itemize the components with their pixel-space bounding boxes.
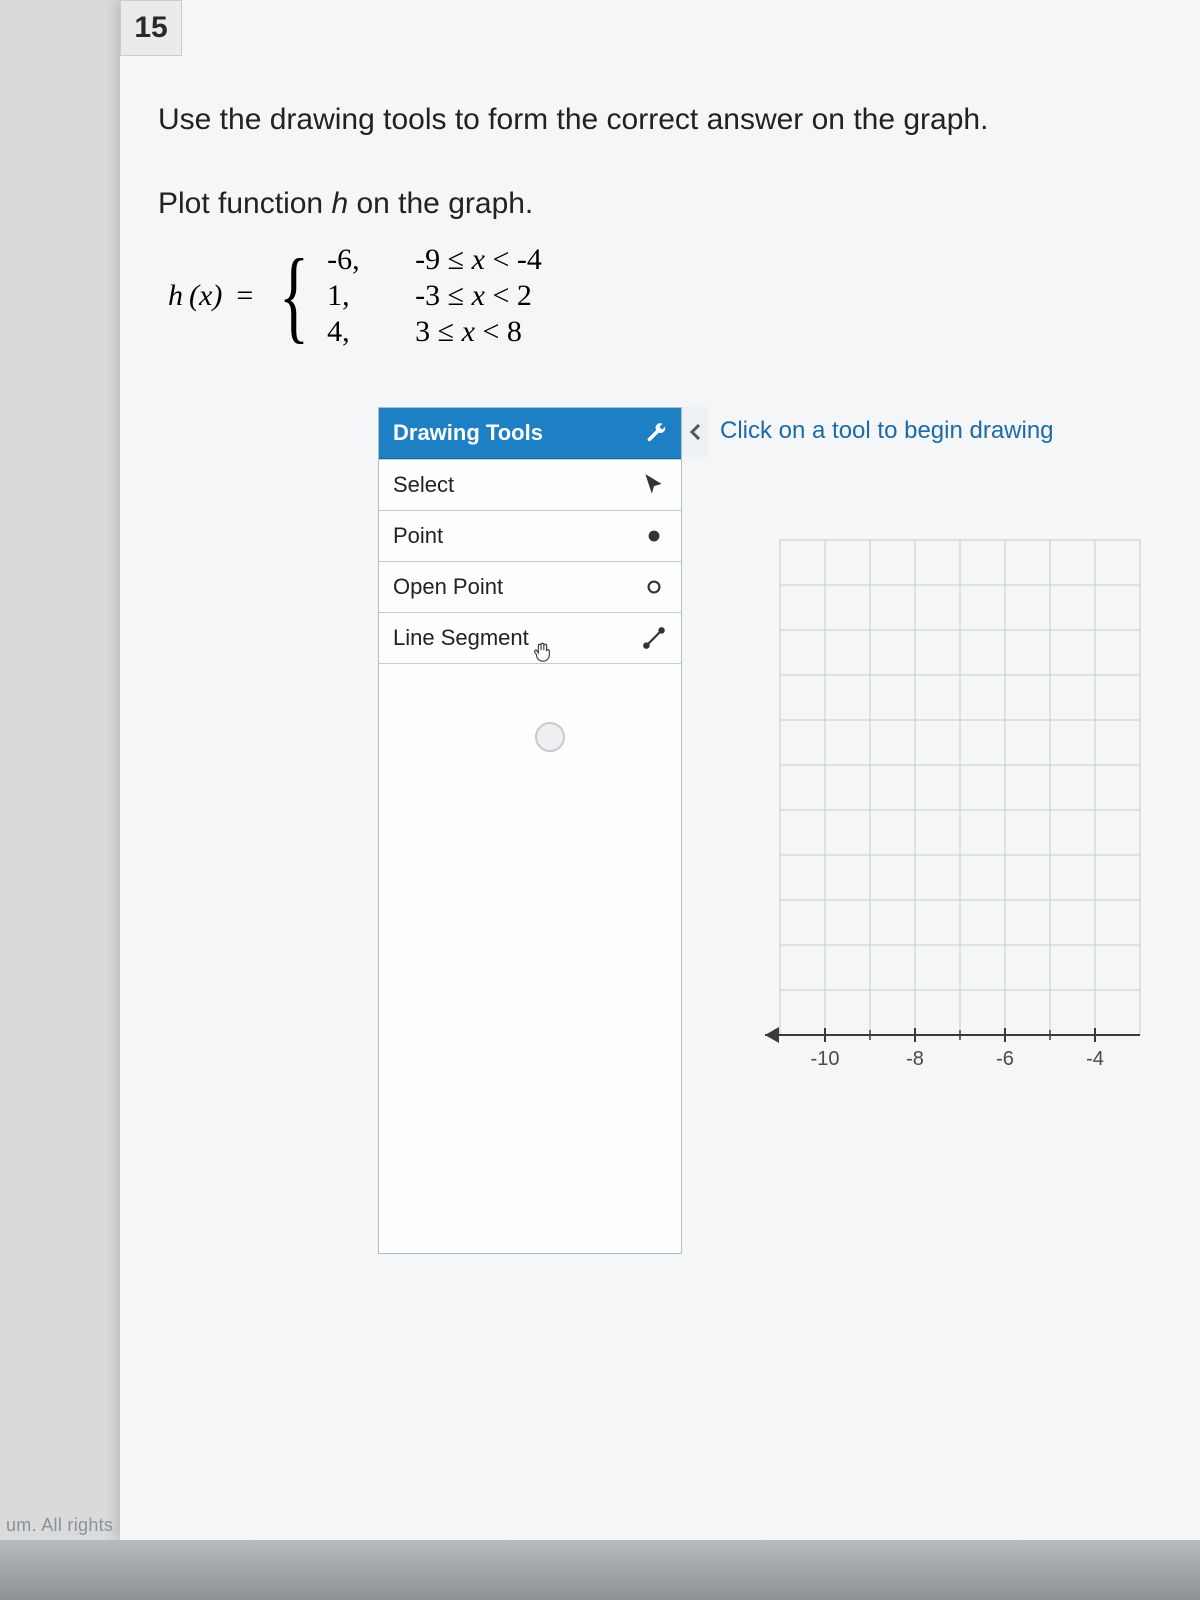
tool-line-segment[interactable]: Line Segment	[379, 612, 681, 663]
tools-empty-area	[379, 663, 681, 1253]
case-value: -6,	[327, 243, 371, 277]
case-row: 1, -3 ≤ x < 2	[327, 279, 542, 313]
drawing-tools-panel: Drawing Tools Select Point	[378, 407, 682, 1254]
drawing-tools-title: Drawing Tools	[393, 420, 543, 446]
point-icon	[641, 523, 667, 549]
case-condition: -3 ≤ x < 2	[415, 279, 532, 313]
svg-text:-8: -8	[906, 1048, 924, 1070]
tool-hint: Click on a tool to begin drawing	[720, 417, 1200, 445]
drawing-tools-header: Drawing Tools	[379, 408, 681, 459]
sub-instruction: Plot function h on the graph.	[158, 187, 1200, 221]
wrench-icon[interactable]	[645, 422, 667, 444]
case-row: -6, -9 ≤ x < -4	[327, 243, 542, 277]
collapse-panel-button[interactable]	[682, 407, 708, 457]
hand-cursor-icon	[531, 641, 553, 663]
ghost-radio-icon	[535, 722, 565, 752]
question-content: Use the drawing tools to form the correc…	[158, 100, 1200, 1254]
tool-label: Line Segment	[393, 625, 529, 651]
function-name: h	[331, 187, 348, 220]
tool-label: Open Point	[393, 574, 503, 600]
question-number: 15	[134, 11, 167, 45]
case-condition: -9 ≤ x < -4	[415, 243, 542, 277]
footer-copyright: um. All rights	[6, 1515, 113, 1536]
svg-text:-4: -4	[1086, 1048, 1104, 1070]
case-value: 4,	[327, 315, 371, 349]
case-condition: 3 ≤ x < 8	[415, 315, 522, 349]
svg-text:-6: -6	[996, 1048, 1014, 1070]
cursor-icon	[641, 472, 667, 498]
tool-open-point[interactable]: Open Point	[379, 561, 681, 612]
case-value: 1,	[327, 279, 371, 313]
graph-area: Click on a tool to begin drawing -10 -8 -6…	[720, 407, 1200, 1115]
tool-label: Point	[393, 523, 443, 549]
footer-strip	[0, 1540, 1200, 1600]
question-page: 15 Use the drawing tools to form the cor…	[120, 0, 1200, 1540]
case-row: 4, 3 ≤ x < 8	[327, 315, 542, 349]
tool-label: Select	[393, 472, 454, 498]
piecewise-arg: x	[199, 279, 212, 312]
open-point-icon	[641, 574, 667, 600]
piecewise-definition: h (x) = { -6, -9 ≤ x < -4 1,	[168, 243, 1200, 349]
tool-point[interactable]: Point	[379, 510, 681, 561]
equals-sign: =	[236, 279, 253, 313]
tools-and-graph-row: Drawing Tools Select Point	[378, 407, 1200, 1254]
tool-select[interactable]: Select	[379, 459, 681, 510]
sub-instruction-prefix: Plot function	[158, 187, 331, 220]
piecewise-lhs: h (x)	[168, 279, 222, 313]
piecewise-func: h	[168, 279, 183, 312]
svg-text:-10: -10	[811, 1048, 840, 1070]
instruction-text: Use the drawing tools to form the correc…	[158, 100, 1200, 141]
sub-instruction-suffix: on the graph.	[348, 187, 533, 220]
question-number-badge: 15	[120, 0, 182, 56]
left-brace: {	[279, 257, 309, 335]
piecewise-cases: -6, -9 ≤ x < -4 1, -3 ≤ x <	[327, 243, 542, 349]
coordinate-graph[interactable]: -10 -8 -6 -4	[760, 475, 1200, 1115]
segment-icon	[641, 625, 667, 651]
